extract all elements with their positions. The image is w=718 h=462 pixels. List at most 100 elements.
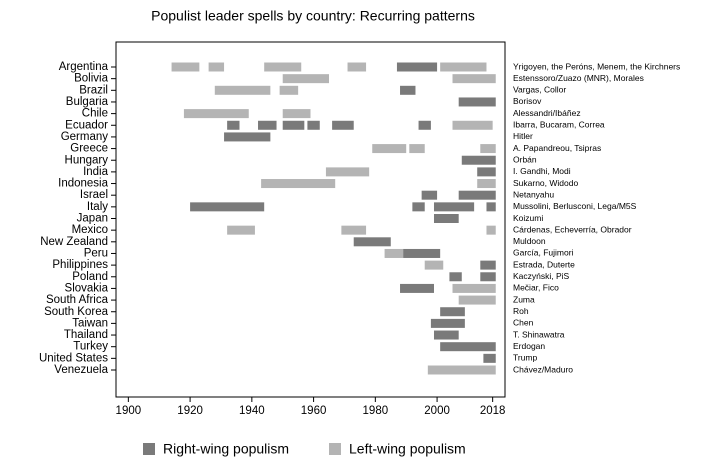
spell-bar [384, 248, 404, 258]
country-label: Philippines [52, 259, 108, 271]
spell-bar [449, 272, 462, 282]
spell-bar [332, 120, 354, 130]
x-tick-label: 2018 [480, 405, 506, 417]
x-tick-label: 1940 [239, 405, 265, 417]
spell-bar [183, 109, 249, 119]
spell-bar [480, 144, 496, 154]
spell-bar [483, 353, 496, 363]
spell-bar [353, 237, 391, 247]
x-tick-label: 1920 [177, 405, 203, 417]
spell-bar [372, 144, 407, 154]
spell-bar [440, 307, 465, 317]
leader-label: Sukarno, Widodo [513, 178, 578, 188]
spell-bar [227, 225, 255, 235]
spell-bar [461, 155, 496, 165]
spell-bar [208, 62, 225, 72]
country-label: Venezuela [54, 364, 108, 376]
spell-bar [452, 120, 493, 130]
leader-label: Koizumi [513, 213, 543, 223]
spell-bar [227, 120, 240, 130]
spell-bar [452, 283, 496, 293]
leader-label: Yrigoyen, the Peróns, Menem, the Kirchne… [513, 61, 680, 71]
spell-bar [325, 167, 370, 177]
country-label: Bolivia [74, 73, 108, 85]
leader-label: Muldoon [513, 236, 546, 246]
spell-bar [480, 272, 496, 282]
spell-bar [427, 365, 496, 375]
legend-swatch [143, 443, 155, 455]
spell-bar [190, 202, 265, 212]
spell-bar [409, 144, 425, 154]
country-label: Greece [70, 143, 108, 155]
leader-label: Erdogan [513, 341, 545, 351]
country-label: Hungary [65, 154, 109, 166]
country-label: Taiwan [72, 317, 108, 329]
leader-label: Trump [513, 353, 538, 363]
country-label: United States [39, 352, 108, 364]
leader-label: García, Fujimori [513, 248, 574, 258]
spell-bar [214, 85, 271, 95]
leader-label: Mečiar, Fico [513, 283, 559, 293]
country-label: Chile [82, 108, 108, 120]
country-label: Brazil [79, 84, 108, 96]
leader-label: Borisov [513, 96, 542, 106]
x-tick-label: 1900 [116, 405, 142, 417]
country-label: Germany [61, 131, 109, 143]
spell-bar [452, 74, 496, 84]
country-label: Israel [80, 189, 108, 201]
leader-label: Chávez/Maduro [513, 364, 573, 374]
spell-bar [421, 190, 438, 200]
leader-label: A. Papandreou, Tsipras [513, 143, 601, 153]
spell-bar [480, 260, 496, 270]
country-label: Argentina [59, 61, 109, 73]
leader-label: Estrada, Duterte [513, 259, 575, 269]
country-label: Italy [87, 201, 108, 213]
spell-bar [400, 283, 434, 293]
spell-bar [458, 97, 496, 107]
leader-label: Ibarra, Bucaram, Correa [513, 120, 605, 130]
leader-label: Zuma [513, 294, 535, 304]
spell-bar [279, 85, 299, 95]
spell-bar [396, 62, 438, 72]
country-label: New Zealand [40, 236, 108, 248]
leader-label: Hitler [513, 131, 533, 141]
country-label: Turkey [73, 341, 108, 353]
spell-bar [433, 202, 475, 212]
spell-bar [424, 260, 444, 270]
spell-bar [440, 62, 487, 72]
spell-bar [418, 120, 431, 130]
spell-bar [433, 330, 459, 340]
leader-label: Estenssoro/Zuazo (MNR), Morales [513, 73, 644, 83]
leader-label: Mussolini, Berlusconi, Lega/M5S [513, 201, 637, 211]
leader-label: Chen [513, 318, 534, 328]
spell-bar [477, 167, 496, 177]
spell-bar [486, 202, 496, 212]
spell-bar [258, 120, 277, 130]
leader-label: Cárdenas, Echeverría, Obrador [513, 224, 632, 234]
chart-title: Populist leader spells by country: Recur… [151, 8, 475, 24]
country-label: South Africa [46, 294, 109, 306]
spell-bar [261, 179, 336, 189]
spell-bar [224, 132, 271, 142]
country-label: Bulgaria [66, 96, 109, 108]
legend-swatch [329, 443, 341, 455]
spell-bar [458, 190, 496, 200]
spell-bar [282, 120, 305, 130]
spell-bar [440, 342, 496, 352]
leader-label: T. Shinawatra [513, 329, 565, 339]
spell-bar [171, 62, 200, 72]
spell-bar [282, 74, 330, 84]
spell-bar [433, 214, 459, 223]
country-label: Japan [77, 213, 108, 225]
spell-bar [347, 62, 367, 72]
spell-bar [307, 120, 320, 130]
x-tick-label: 2000 [424, 405, 450, 417]
spell-bar [477, 179, 496, 189]
x-tick-label: 1960 [301, 405, 327, 417]
country-label: India [83, 166, 109, 178]
leader-label: I. Gandhi, Modi [513, 166, 571, 176]
spell-bar [264, 62, 302, 72]
legend-label: Right-wing populism [163, 441, 289, 457]
leader-label: Orbán [513, 154, 537, 164]
